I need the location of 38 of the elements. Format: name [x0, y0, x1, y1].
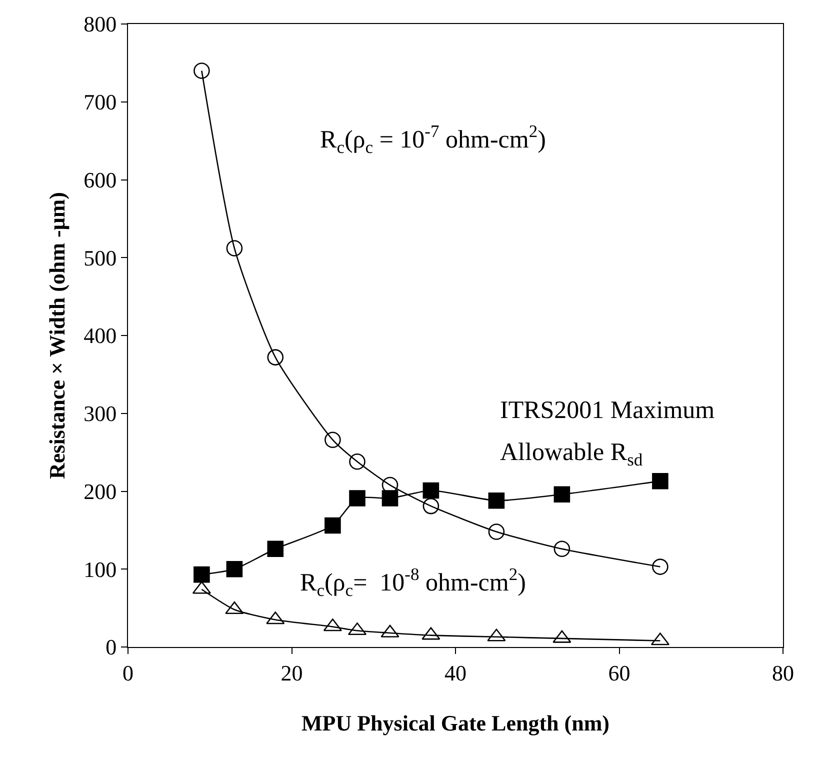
y-tick-label: 0	[106, 634, 117, 660]
point	[488, 492, 505, 509]
point	[349, 490, 366, 506]
y-tick-label: 300	[84, 401, 117, 426]
point	[422, 498, 440, 514]
point	[267, 349, 284, 366]
y-axis-title: Resistance × Width (ohm -μm)	[44, 192, 70, 479]
x-tick-label: 0	[122, 660, 134, 686]
text: R$_{c}$(ρ$_{c}$= 10$^{-8}$ ohm-cm$^{2}$)	[300, 564, 526, 600]
annotation: Allowable R$_{sd}$	[500, 439, 643, 470]
point	[194, 566, 210, 583]
point	[226, 560, 243, 578]
y-tick-label: 200	[84, 478, 117, 504]
point	[652, 558, 668, 575]
point	[324, 432, 341, 448]
y-tick-label: 800	[84, 12, 117, 37]
point	[652, 472, 668, 490]
text: R$_{c}$(ρ$_{c}$ = 10$^{-7}$ ohm-cm$^{2}$)	[320, 121, 546, 157]
annotation: ITRS2001 Maximum	[500, 397, 716, 424]
y-tick-label: 700	[84, 90, 117, 115]
y-tick-label: 100	[84, 556, 117, 582]
point	[225, 601, 244, 614]
point	[422, 482, 440, 499]
point	[554, 540, 570, 558]
x-tick-label: 60	[608, 660, 630, 686]
point	[382, 490, 398, 506]
y-tick-label: 500	[84, 245, 117, 270]
x-axis-title: MPU Physical Gate Length (nm)	[302, 710, 610, 736]
point	[349, 454, 366, 470]
x-tick-label: 80	[772, 660, 794, 686]
point	[324, 517, 341, 534]
x-tick-label: 40	[444, 660, 466, 686]
point	[488, 524, 505, 540]
x-tick-label: 20	[280, 660, 303, 686]
y-tick-label: 400	[84, 323, 117, 348]
y-tick-label: 600	[84, 167, 117, 192]
point	[267, 540, 284, 558]
point	[554, 486, 570, 503]
